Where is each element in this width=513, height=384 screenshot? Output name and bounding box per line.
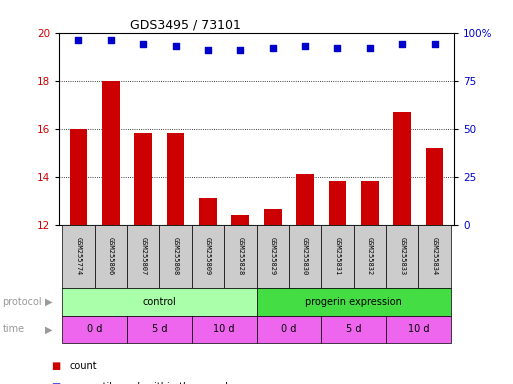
Text: 10 d: 10 d — [213, 324, 235, 334]
Bar — [393, 112, 411, 225]
Bar — [386, 225, 419, 288]
Point — [269, 45, 277, 51]
Bar — [62, 288, 256, 316]
Bar — [160, 225, 192, 288]
Text: progerin expression: progerin expression — [305, 297, 402, 307]
Point — [204, 47, 212, 53]
Text: GDS3495 / 73101: GDS3495 / 73101 — [130, 18, 241, 31]
Point — [366, 45, 374, 51]
Point — [236, 47, 244, 53]
Bar — [264, 209, 282, 225]
Text: 10 d: 10 d — [408, 324, 429, 334]
Bar — [256, 225, 289, 288]
Bar — [224, 225, 256, 288]
Bar — [353, 225, 386, 288]
Text: percentile rank within the sample: percentile rank within the sample — [69, 382, 234, 384]
Bar — [94, 225, 127, 288]
Text: GSM255807: GSM255807 — [140, 237, 146, 275]
Point — [107, 37, 115, 43]
Text: GSM255833: GSM255833 — [399, 237, 405, 275]
Text: GSM255829: GSM255829 — [270, 237, 275, 275]
Bar — [231, 215, 249, 225]
Bar — [419, 225, 451, 288]
Text: GSM255806: GSM255806 — [108, 237, 114, 275]
Bar — [256, 316, 321, 343]
Point — [171, 43, 180, 49]
Point — [430, 41, 439, 47]
Text: ■: ■ — [51, 382, 61, 384]
Bar — [192, 225, 224, 288]
Text: 0 d: 0 d — [87, 324, 102, 334]
Bar — [127, 316, 192, 343]
Point — [301, 43, 309, 49]
Text: ▶: ▶ — [45, 324, 53, 334]
Point — [398, 41, 406, 47]
Text: GSM255831: GSM255831 — [334, 237, 341, 275]
Bar — [62, 316, 127, 343]
Bar — [296, 174, 314, 225]
Text: protocol: protocol — [3, 297, 42, 307]
Text: 0 d: 0 d — [281, 324, 297, 334]
Bar — [62, 225, 94, 288]
Bar — [328, 182, 346, 225]
Text: time: time — [3, 324, 25, 334]
Bar — [167, 134, 185, 225]
Text: control: control — [143, 297, 176, 307]
Bar — [321, 225, 353, 288]
Point — [333, 45, 342, 51]
Text: GSM255830: GSM255830 — [302, 237, 308, 275]
Bar — [256, 288, 451, 316]
Text: GSM255832: GSM255832 — [367, 237, 373, 275]
Bar — [199, 198, 217, 225]
Bar — [192, 316, 256, 343]
Bar — [102, 81, 120, 225]
Bar — [386, 316, 451, 343]
Text: count: count — [69, 361, 97, 371]
Bar — [127, 225, 160, 288]
Text: GSM255808: GSM255808 — [172, 237, 179, 275]
Point — [139, 41, 147, 47]
Bar — [289, 225, 321, 288]
Text: GSM255828: GSM255828 — [238, 237, 243, 275]
Text: ■: ■ — [51, 361, 61, 371]
Bar — [426, 148, 443, 225]
Text: GSM255834: GSM255834 — [431, 237, 438, 275]
Text: 5 d: 5 d — [152, 324, 167, 334]
Bar — [321, 316, 386, 343]
Text: ▶: ▶ — [45, 297, 53, 307]
Point — [74, 37, 83, 43]
Bar — [361, 182, 379, 225]
Text: GSM255809: GSM255809 — [205, 237, 211, 275]
Bar — [134, 134, 152, 225]
Text: 5 d: 5 d — [346, 324, 361, 334]
Bar — [70, 129, 87, 225]
Text: GSM255774: GSM255774 — [75, 237, 82, 275]
